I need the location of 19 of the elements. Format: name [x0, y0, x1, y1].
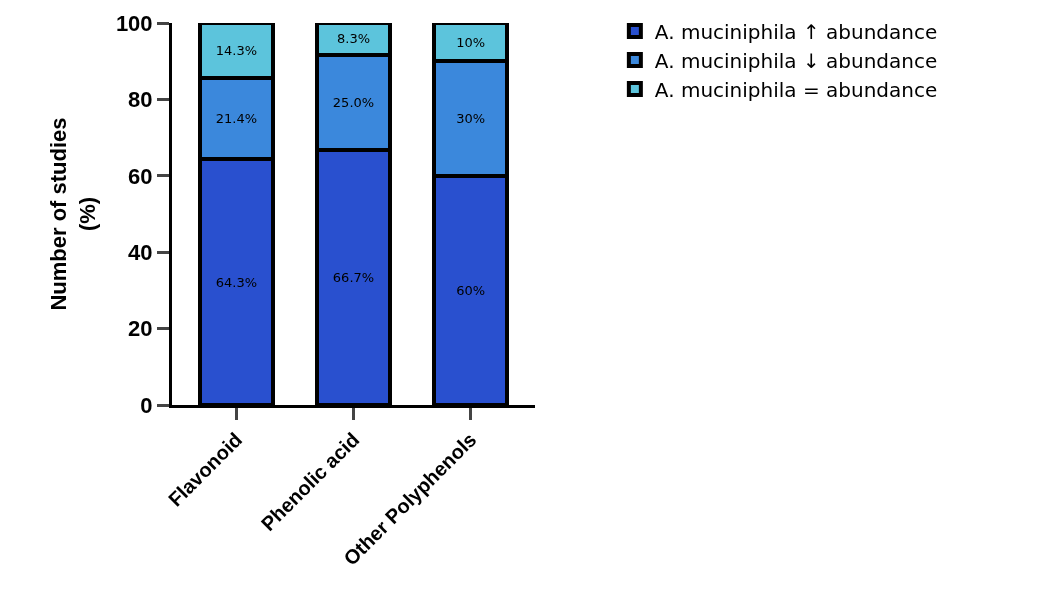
- data-label: 30%: [456, 111, 486, 126]
- data-label: 25.0%: [332, 94, 375, 110]
- data-label: 60%: [456, 282, 486, 298]
- legend-label: A. muciniphila ↑ abundance: [654, 19, 938, 44]
- legend-label: A. muciniphila = abundance: [654, 77, 938, 102]
- y-tick-label: 60: [128, 163, 153, 189]
- data-label: 66.7%: [332, 270, 375, 286]
- y-tick-label: 0: [140, 392, 153, 418]
- y-tick-label: 100: [115, 10, 153, 36]
- data-label: 64.3%: [215, 274, 258, 290]
- y-tick-label: 80: [128, 87, 153, 113]
- y-axis-title: Number of studies (%): [46, 117, 100, 311]
- data-label: 21.4%: [215, 111, 258, 126]
- data-label: 10%: [456, 34, 486, 50]
- data-label: 8.3%: [336, 31, 371, 47]
- y-tick-label: 20: [128, 316, 153, 342]
- y-tick-label: 40: [128, 239, 153, 265]
- legend-label: A. muciniphila ↓ abundance: [654, 48, 938, 73]
- data-label: 14.3%: [215, 42, 258, 58]
